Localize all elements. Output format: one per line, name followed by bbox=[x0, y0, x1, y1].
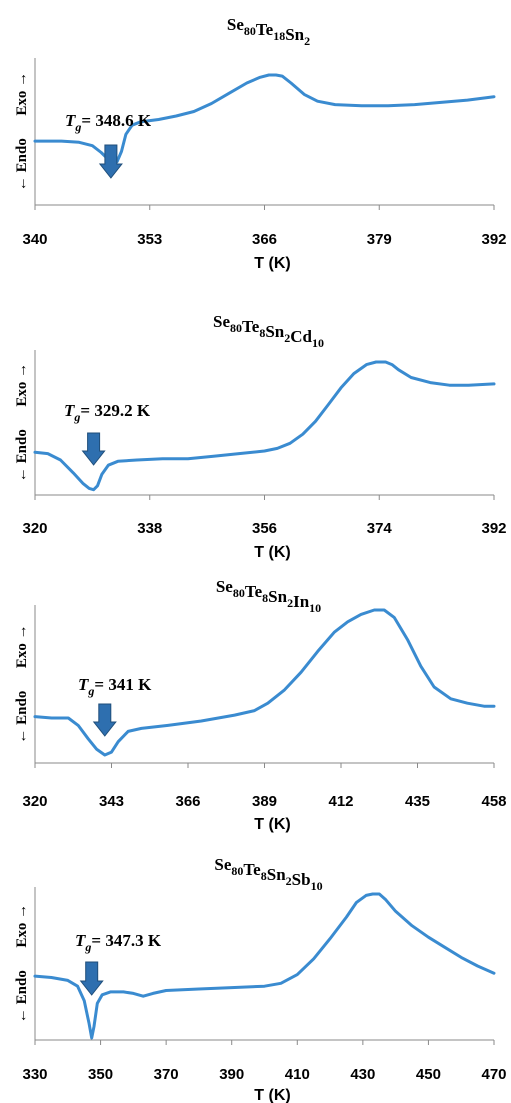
chart-title: Se80Te8Sn2Cd10 bbox=[213, 312, 324, 350]
x-tick-label: 430 bbox=[350, 1066, 375, 1083]
exo-label: Exo → bbox=[14, 363, 30, 407]
x-tick-label: 366 bbox=[175, 793, 200, 810]
tg-arrow-icon bbox=[81, 432, 106, 466]
chart-panel-4: Se80Te8Sn2Sb10 ← Endo Exo → 330 350 370 390 41… bbox=[14, 855, 507, 1103]
tg-annotation: Tg= 341 K bbox=[78, 675, 152, 698]
exo-label: Exo → bbox=[14, 624, 30, 668]
exo-label: Exo → bbox=[14, 72, 30, 116]
tg-annotation: Tg= 329.2 K bbox=[64, 401, 151, 424]
x-tick-label: 374 bbox=[367, 520, 393, 537]
endo-label: ← Endo bbox=[14, 691, 30, 744]
x-tick-label: 343 bbox=[99, 793, 124, 810]
endo-label: ← Endo bbox=[14, 138, 30, 191]
x-tick-label: 320 bbox=[22, 520, 47, 537]
x-tick-label: 356 bbox=[252, 520, 277, 537]
tg-arrow-icon bbox=[79, 961, 104, 996]
tg-annotation: Tg= 347.3 K bbox=[75, 931, 162, 954]
x-tick-label: 353 bbox=[137, 231, 162, 248]
x-tick-label: 350 bbox=[88, 1066, 113, 1083]
endo-label: ← Endo bbox=[14, 429, 30, 482]
y-axis-label: ← Endo Exo → bbox=[14, 72, 30, 191]
chart-title: Se80Te8Sn2In10 bbox=[216, 577, 321, 615]
x-tick-label: 320 bbox=[22, 793, 47, 810]
x-tick-label: 458 bbox=[481, 793, 506, 810]
x-tick-label: 379 bbox=[367, 231, 392, 248]
x-axis-label: T (K) bbox=[254, 1087, 290, 1103]
x-tick-label: 412 bbox=[328, 793, 353, 810]
x-tick-label: 340 bbox=[22, 231, 47, 248]
x-tick-label: 392 bbox=[481, 520, 506, 537]
x-tick-label: 470 bbox=[481, 1066, 506, 1083]
chart-title: Se80Te8Sn2Sb10 bbox=[214, 855, 322, 893]
dsc-curve-series-1 bbox=[33, 608, 496, 757]
x-axis-label: T (K) bbox=[254, 544, 290, 561]
x-tick-label: 435 bbox=[405, 793, 430, 810]
x-tick-label: 410 bbox=[285, 1066, 310, 1083]
tg-arrow-icon bbox=[98, 144, 123, 179]
x-tick-label: 450 bbox=[416, 1066, 441, 1083]
x-tick-label: 338 bbox=[137, 520, 162, 537]
chart-panel-2: Se80Te8Sn2Cd10 ← Endo Exo → 320 338 356 374 39… bbox=[14, 312, 507, 561]
chart-panel-3: Se80Te8Sn2In10 ← Endo Exo → 320 343 366 389 41… bbox=[14, 577, 507, 833]
x-tick-label: 330 bbox=[22, 1066, 47, 1083]
x-tick-label: 389 bbox=[252, 793, 277, 810]
dsc-curve-series-1 bbox=[33, 892, 496, 1040]
tg-arrow-icon bbox=[92, 703, 117, 737]
y-axis-label: ← Endo Exo → bbox=[14, 904, 30, 1023]
endo-label: ← Endo bbox=[14, 970, 30, 1023]
dsc-curve-series-1 bbox=[33, 360, 496, 492]
tg-annotation: Tg= 348.6 K bbox=[65, 111, 152, 134]
x-tick-label: 392 bbox=[481, 231, 506, 248]
x-axis-label: T (K) bbox=[254, 255, 290, 272]
exo-label: Exo → bbox=[14, 904, 30, 948]
y-axis-label: ← Endo Exo → bbox=[14, 624, 30, 743]
x-tick-label: 370 bbox=[154, 1066, 179, 1083]
x-tick-label: 390 bbox=[219, 1066, 244, 1083]
y-axis-label: ← Endo Exo → bbox=[14, 363, 30, 482]
x-tick-label: 366 bbox=[252, 231, 277, 248]
chart-title: Se80Te18Sn2 bbox=[227, 15, 310, 48]
chart-panel-1: Se80Te18Sn2 ← Endo Exo → 340 353 366 379 392 T … bbox=[14, 15, 507, 272]
x-axis-label: T (K) bbox=[254, 816, 290, 833]
